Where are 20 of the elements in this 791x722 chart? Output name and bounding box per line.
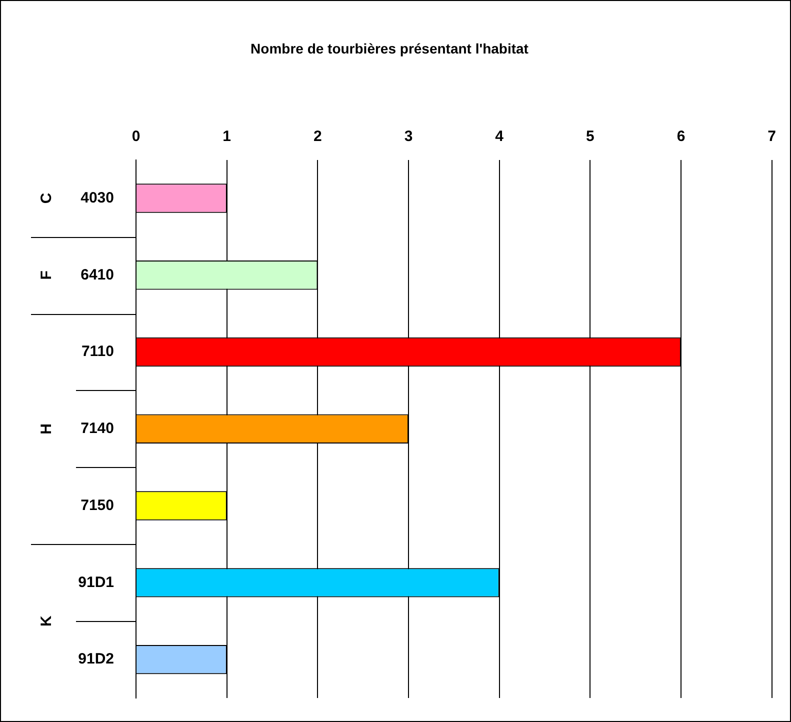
x-tick-label: 7 — [768, 128, 776, 145]
y-tick-label: 91D1 — [78, 574, 114, 591]
text: C — [38, 192, 56, 204]
chart-title: Nombre de tourbières présentant l'habitat — [250, 40, 529, 56]
text: H — [38, 423, 56, 434]
text: F — [38, 270, 56, 280]
y-tick-label: 4030 — [80, 189, 114, 206]
x-tick-label: 1 — [222, 128, 232, 145]
y-tick-label: 7110 — [81, 343, 114, 360]
y-tick-label: 7140 — [80, 420, 114, 438]
x-tick-label: 6 — [676, 128, 686, 145]
y-tick-label: 7150 — [80, 496, 114, 514]
x-tick-label: 4 — [495, 128, 504, 145]
x-tick-label: 3 — [404, 128, 413, 145]
x-tick-label: 2 — [313, 128, 322, 145]
y-tick-label: 91D2 — [78, 650, 114, 668]
x-tick-label: 5 — [586, 128, 594, 145]
text: K — [38, 616, 56, 627]
y-tick-label: 6410 — [80, 266, 114, 284]
x-tick-label: 0 — [132, 128, 140, 145]
